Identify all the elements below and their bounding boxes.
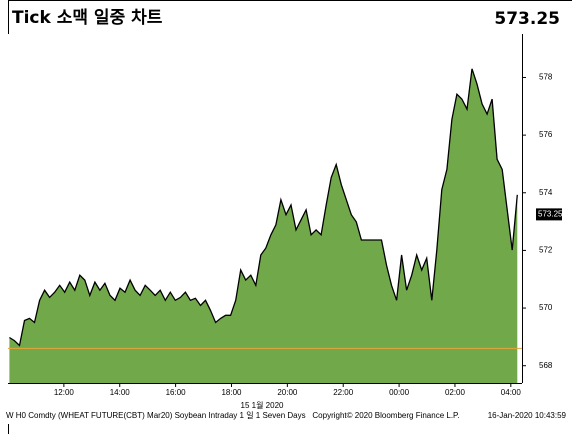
- footer-right: 16-Jan-2020 10:43:59: [488, 411, 567, 420]
- last-price: 573.25: [494, 9, 560, 29]
- y-tick-label: 576: [539, 130, 553, 139]
- x-tick-label: 12:00: [54, 388, 75, 397]
- price-tag: 573.25: [538, 209, 563, 218]
- date-label: 15 1월 2020: [241, 400, 285, 410]
- chart-title: Tick 소맥 일중 차트: [12, 8, 163, 28]
- footer-center: Copyright© 2020 Bloomberg Finance L.P.: [312, 411, 459, 420]
- y-tick-label: 574: [539, 188, 553, 197]
- x-tick-label: 14:00: [110, 388, 131, 397]
- footer-left: W H0 Comdty (WHEAT FUTURE(CBT) Mar20) So…: [6, 411, 306, 420]
- price-tag-box: [536, 208, 562, 221]
- x-tick-label: 16:00: [166, 388, 187, 397]
- y-tick-label: 570: [539, 303, 553, 312]
- x-tick-label: 00:00: [389, 388, 410, 397]
- x-tick-label: 02:00: [445, 388, 466, 397]
- y-tick-label: 578: [539, 73, 553, 82]
- x-tick-label: 20:00: [277, 388, 298, 397]
- y-tick-label: 568: [539, 361, 553, 370]
- price-line: [9, 68, 518, 347]
- x-tick-label: 18:00: [221, 388, 242, 397]
- area: [9, 68, 518, 384]
- x-tick-label: 22:00: [333, 388, 354, 397]
- x-tick-label: 04:00: [501, 388, 522, 397]
- y-tick-label: 572: [539, 246, 553, 255]
